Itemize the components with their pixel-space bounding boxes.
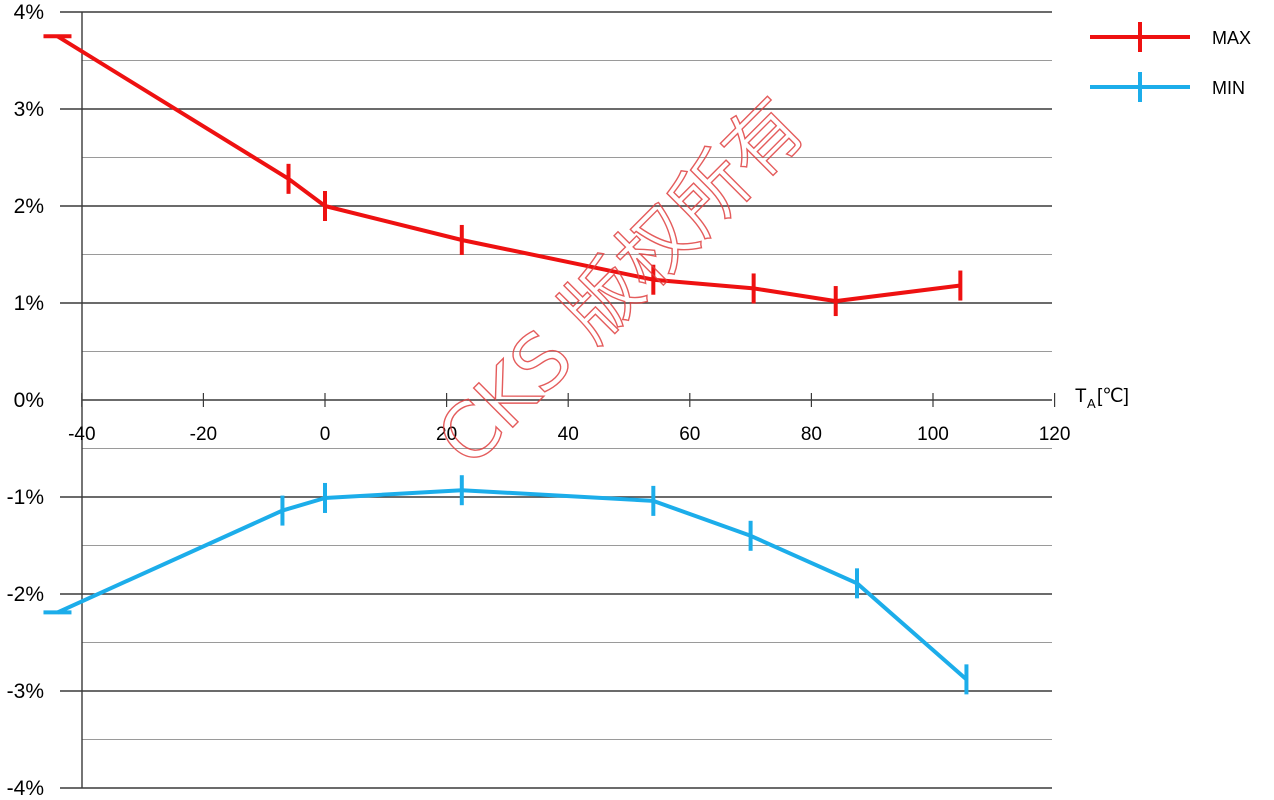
x-axis-label-sub: A — [1087, 396, 1096, 411]
x-axis-label-main: T — [1075, 386, 1087, 407]
x-tick-label: 60 — [679, 424, 700, 445]
x-tick-label: 100 — [917, 424, 949, 445]
x-tick-label: -20 — [190, 424, 217, 445]
y-tick-label: 3% — [14, 98, 44, 121]
x-tick-labels: -40 -20 0 20 40 60 80 100 120 — [68, 424, 1070, 445]
y-tick-label: 0% — [14, 389, 44, 412]
data-series — [43, 34, 969, 695]
watermark-text: CKS 版权所有 — [420, 81, 822, 483]
legend-item-min: MIN — [1090, 72, 1245, 102]
x-axis-label: T A [℃] — [1075, 386, 1129, 411]
x-axis-label-unit: [℃] — [1097, 386, 1129, 407]
legend-label: MIN — [1212, 78, 1245, 98]
x-tick-label: -40 — [68, 424, 95, 445]
y-tick-label: 1% — [14, 292, 44, 315]
x-tick-label: 0 — [320, 424, 331, 445]
x-tick-label: 120 — [1039, 424, 1071, 445]
legend-label: MAX — [1212, 28, 1251, 48]
axes — [81, 12, 1056, 788]
x-tick-label: 80 — [801, 424, 822, 445]
grid-lines — [60, 11, 1052, 789]
y-tick-label: -2% — [7, 583, 44, 606]
y-tick-label: -1% — [7, 486, 44, 509]
legend: MAX MIN — [1090, 22, 1251, 102]
x-tick-label: 20 — [436, 424, 457, 445]
x-tick-label: 40 — [558, 424, 579, 445]
y-tick-label: 4% — [14, 1, 44, 24]
y-tick-label: -4% — [7, 777, 44, 800]
y-tick-label: -3% — [7, 680, 44, 703]
series-line — [56, 34, 961, 304]
series-max — [43, 34, 963, 317]
series-min — [43, 475, 969, 695]
y-tick-labels: 4% 3% 2% 1% 0% -1% -2% -3% -4% — [7, 1, 44, 800]
legend-item-max: MAX — [1090, 22, 1251, 52]
y-tick-label: 2% — [14, 195, 44, 218]
series-line — [56, 488, 968, 681]
